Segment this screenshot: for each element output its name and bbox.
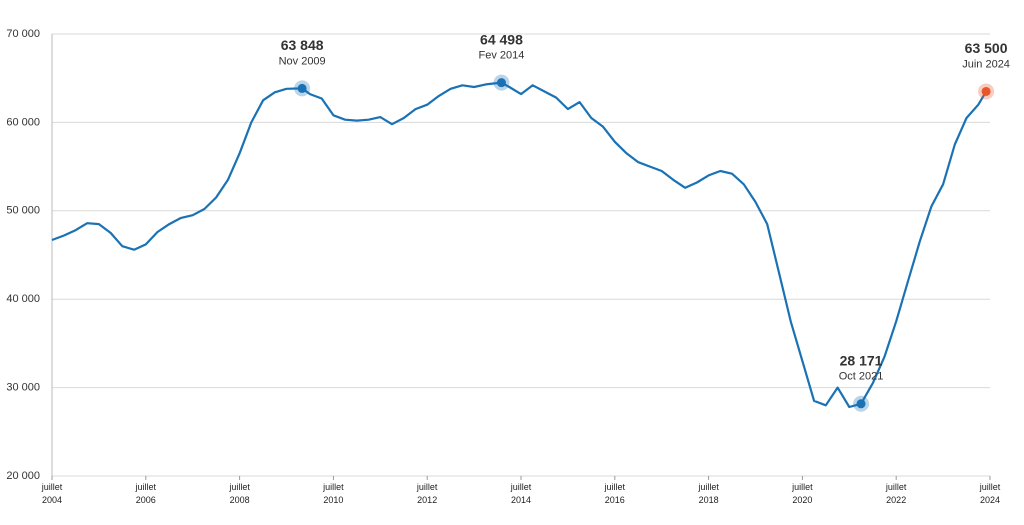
x-tick-label: juillet 2020	[792, 482, 813, 505]
y-tick-label: 30 000	[6, 382, 40, 394]
x-tick-label: juillet 2022	[885, 482, 907, 505]
marker	[981, 86, 991, 96]
y-tick-label: 20 000	[6, 470, 40, 482]
annotation-value: 63 848	[281, 37, 324, 53]
x-tick-label: juillet 2012	[416, 482, 438, 505]
marker	[856, 399, 866, 409]
x-tick-label: juillet 2024	[979, 482, 1001, 505]
x-tick-label: juillet 2014	[510, 482, 532, 505]
marker	[297, 83, 307, 93]
line	[51, 81, 988, 409]
annotation-date: Fev 2014	[479, 50, 525, 62]
x-tick-label: juillet 2010	[323, 482, 344, 505]
x-tick-label: juillet 2018	[698, 482, 719, 505]
marker	[496, 78, 506, 88]
x-tick-label: juillet 2016	[604, 482, 626, 505]
y-tick-label: 50 000	[6, 205, 40, 217]
y-tick-label: 70 000	[6, 28, 40, 40]
x-tick-label: juillet 2004	[41, 482, 63, 505]
annotation-date: Juin 2024	[962, 58, 1010, 70]
y-tick-label: 40 000	[6, 293, 40, 305]
annotation-date: Oct 2021	[839, 371, 884, 383]
annotation-value: 64 498	[480, 31, 523, 47]
x-tick-label: juillet 2008	[229, 482, 250, 505]
annotation-value: 28 171	[840, 352, 883, 368]
annotation-date: Nov 2009	[279, 55, 326, 67]
x-tick-label: juillet 2006	[135, 482, 157, 505]
annotation-value: 63 500	[965, 40, 1008, 56]
y-tick-label: 60 000	[6, 116, 40, 128]
